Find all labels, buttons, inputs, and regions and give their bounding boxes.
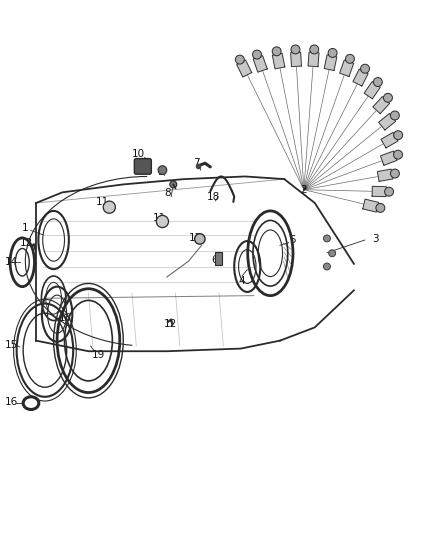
- Polygon shape: [364, 82, 380, 99]
- Text: 6: 6: [212, 255, 218, 265]
- Circle shape: [384, 93, 392, 102]
- Polygon shape: [363, 199, 378, 212]
- Text: 8: 8: [164, 188, 171, 198]
- Polygon shape: [353, 69, 368, 86]
- Circle shape: [103, 201, 116, 213]
- Text: 1: 1: [22, 223, 28, 233]
- Text: 18: 18: [207, 191, 220, 201]
- Bar: [215, 252, 223, 265]
- Text: 3: 3: [372, 234, 379, 244]
- Text: 13: 13: [59, 313, 72, 324]
- Circle shape: [390, 111, 399, 120]
- Circle shape: [385, 187, 394, 196]
- Text: 14: 14: [4, 257, 18, 267]
- Polygon shape: [237, 60, 252, 77]
- Text: 11: 11: [152, 213, 166, 223]
- Circle shape: [291, 45, 300, 54]
- Circle shape: [394, 150, 403, 159]
- Polygon shape: [272, 53, 285, 69]
- Circle shape: [328, 250, 336, 257]
- Polygon shape: [253, 56, 267, 72]
- Circle shape: [170, 181, 177, 188]
- Circle shape: [194, 234, 205, 244]
- Circle shape: [346, 54, 354, 63]
- Polygon shape: [291, 52, 301, 67]
- Polygon shape: [372, 187, 386, 197]
- Text: 17: 17: [189, 233, 202, 244]
- Text: 12: 12: [20, 238, 33, 248]
- Circle shape: [253, 50, 261, 59]
- Text: 7: 7: [193, 158, 200, 168]
- Polygon shape: [308, 52, 319, 67]
- Polygon shape: [373, 96, 390, 114]
- Text: 5: 5: [290, 235, 296, 245]
- Circle shape: [272, 47, 281, 56]
- Circle shape: [328, 49, 337, 58]
- Polygon shape: [378, 169, 393, 181]
- FancyBboxPatch shape: [134, 159, 152, 174]
- Circle shape: [360, 64, 370, 73]
- Circle shape: [156, 215, 169, 228]
- Polygon shape: [378, 114, 396, 130]
- Text: 15: 15: [4, 340, 18, 350]
- Circle shape: [235, 55, 244, 64]
- Circle shape: [323, 235, 330, 242]
- Text: 12: 12: [164, 319, 177, 329]
- Circle shape: [390, 169, 399, 178]
- Circle shape: [158, 166, 167, 174]
- Text: 11: 11: [96, 197, 109, 207]
- Polygon shape: [381, 132, 398, 148]
- Text: 4: 4: [239, 276, 245, 286]
- Polygon shape: [339, 60, 353, 76]
- Text: 2: 2: [300, 185, 307, 195]
- Polygon shape: [324, 55, 337, 70]
- Circle shape: [310, 45, 319, 54]
- Circle shape: [373, 78, 382, 86]
- Circle shape: [376, 204, 385, 212]
- Text: 19: 19: [92, 351, 105, 360]
- Circle shape: [394, 131, 403, 140]
- Text: 10: 10: [132, 149, 145, 159]
- Text: 16: 16: [4, 397, 18, 407]
- Circle shape: [323, 263, 330, 270]
- Polygon shape: [381, 151, 397, 165]
- Text: 9: 9: [157, 167, 163, 177]
